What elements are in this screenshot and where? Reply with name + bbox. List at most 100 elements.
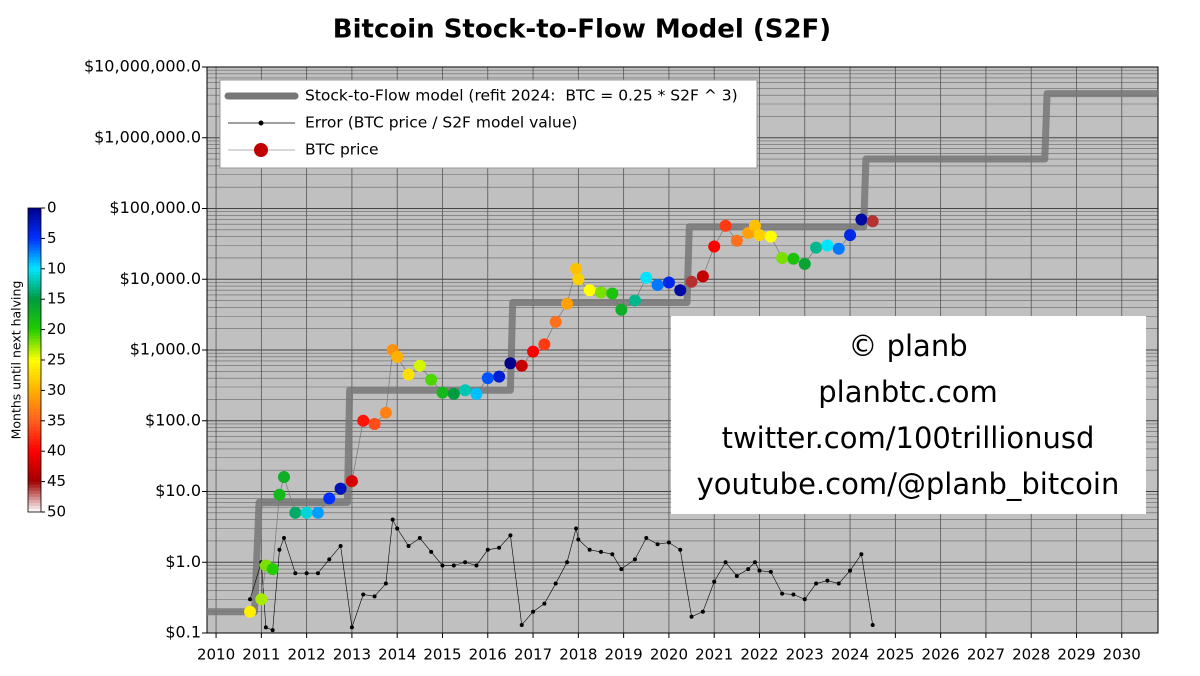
colorbar-cell bbox=[28, 475, 41, 480]
error-point bbox=[746, 567, 751, 572]
colorbar-cell bbox=[28, 472, 41, 477]
price-point bbox=[515, 359, 528, 372]
annotation: © planb bbox=[848, 329, 967, 363]
price-point bbox=[753, 229, 766, 242]
colorbar-tick-label: 35 bbox=[47, 411, 66, 429]
error-point bbox=[689, 614, 694, 619]
y-tick-label: $0.1 bbox=[165, 623, 201, 642]
price-point bbox=[300, 506, 313, 519]
colorbar-cell bbox=[28, 259, 41, 264]
colorbar-tick-label: 25 bbox=[47, 351, 66, 369]
colorbar-tick-label: 20 bbox=[47, 320, 66, 338]
colorbar-cell bbox=[28, 490, 41, 495]
colorbar-cell bbox=[28, 448, 41, 452]
colorbar-cell bbox=[28, 335, 41, 340]
colorbar-cell bbox=[28, 280, 41, 285]
colorbar-label: Months until next halving bbox=[9, 281, 24, 440]
price-point bbox=[266, 563, 279, 576]
colorbar-cell bbox=[28, 390, 41, 394]
error-point bbox=[752, 560, 757, 565]
colorbar-cell bbox=[28, 360, 41, 364]
colorbar-tick-label: 0 bbox=[47, 199, 57, 217]
colorbar-cell bbox=[28, 247, 41, 252]
price-point bbox=[289, 506, 302, 519]
legend-swatch bbox=[254, 143, 268, 157]
colorbar-cell bbox=[28, 381, 41, 385]
price-point bbox=[594, 286, 607, 299]
colorbar-cell bbox=[28, 454, 41, 458]
colorbar-cell bbox=[28, 408, 41, 413]
price-point bbox=[470, 387, 483, 400]
error-point bbox=[361, 592, 366, 597]
error-point bbox=[576, 537, 581, 542]
colorbar-cell bbox=[28, 469, 41, 473]
colorbar-cell bbox=[28, 284, 41, 288]
error-point bbox=[836, 581, 841, 586]
colorbar-cell bbox=[28, 508, 41, 513]
error-point bbox=[315, 571, 320, 576]
error-point bbox=[574, 526, 579, 531]
price-point bbox=[730, 234, 743, 247]
colorbar-cell bbox=[28, 211, 41, 215]
x-tick-label: 2023 bbox=[786, 646, 824, 664]
price-point bbox=[527, 345, 540, 358]
price-point bbox=[696, 270, 709, 283]
price-point bbox=[685, 275, 698, 288]
plot-frame bbox=[206, 66, 1159, 634]
price-point bbox=[832, 242, 845, 255]
colorbar-cell bbox=[28, 442, 41, 446]
annotation-box bbox=[671, 316, 1146, 514]
colorbar-cell bbox=[28, 387, 41, 391]
x-tick-label: 2021 bbox=[695, 646, 733, 664]
error-point bbox=[542, 601, 547, 606]
price-point bbox=[538, 338, 551, 351]
error-point bbox=[644, 536, 649, 541]
price-point bbox=[674, 284, 687, 297]
colorbar-cell bbox=[28, 411, 41, 416]
error-point bbox=[825, 578, 830, 583]
colorbar-cell bbox=[28, 262, 41, 267]
x-tick-label: 2020 bbox=[650, 646, 688, 664]
error-point bbox=[678, 547, 683, 552]
error-point bbox=[619, 567, 624, 572]
price-point bbox=[708, 240, 721, 253]
colorbar-cell bbox=[28, 481, 41, 486]
x-tick-label: 2015 bbox=[423, 646, 461, 664]
colorbar-cell bbox=[28, 268, 41, 273]
error-point bbox=[870, 622, 875, 627]
error-point bbox=[802, 597, 807, 602]
error-point bbox=[531, 609, 536, 614]
x-tick-label: 2011 bbox=[242, 646, 280, 664]
price-point bbox=[583, 284, 596, 297]
x-tick-label: 2016 bbox=[469, 646, 507, 664]
colorbar-tick-label: 30 bbox=[47, 381, 66, 399]
error-point bbox=[768, 569, 773, 574]
colorbar-cell bbox=[28, 290, 41, 294]
error-point bbox=[293, 571, 298, 576]
error-point bbox=[780, 591, 785, 596]
price-point bbox=[334, 482, 347, 495]
colorbar-cell bbox=[28, 208, 41, 212]
error-point bbox=[632, 557, 637, 562]
colorbar-cell bbox=[28, 299, 41, 303]
price-point bbox=[413, 359, 426, 372]
colorbar-cell bbox=[28, 366, 41, 370]
colorbar-cell bbox=[28, 451, 41, 455]
price-point bbox=[628, 294, 641, 307]
error-point bbox=[440, 563, 445, 568]
error-point bbox=[791, 592, 796, 597]
x-tick-label: 2012 bbox=[288, 646, 326, 664]
colorbar-cell bbox=[28, 235, 41, 239]
price-point bbox=[651, 278, 664, 291]
x-tick-label: 2025 bbox=[876, 646, 914, 664]
x-tick-label: 2013 bbox=[333, 646, 371, 664]
error-point bbox=[327, 557, 332, 562]
legend-swatch bbox=[258, 120, 264, 126]
y-tick-label: $100.0 bbox=[145, 410, 201, 429]
price-point bbox=[357, 414, 370, 427]
error-point bbox=[848, 568, 853, 573]
colorbar-cell bbox=[28, 229, 41, 233]
colorbar-cell bbox=[28, 232, 41, 236]
colorbar-cell bbox=[28, 347, 41, 352]
